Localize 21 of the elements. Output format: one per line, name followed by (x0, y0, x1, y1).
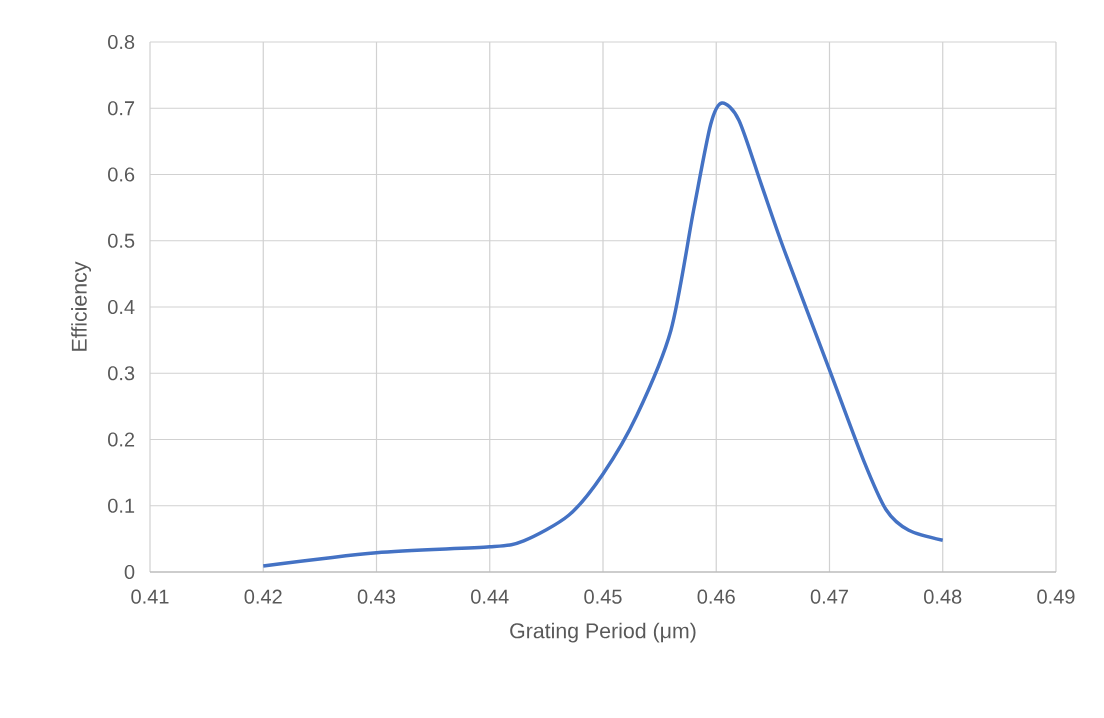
x-tick-label: 0.47 (810, 589, 848, 604)
y-tick-label: 0.8 (108, 34, 135, 50)
y-tick-label: 0 (124, 564, 135, 580)
x-tick-label: 0.46 (697, 589, 735, 604)
x-tick-label: 0.44 (471, 589, 509, 604)
y-tick-label: 0.7 (108, 101, 135, 116)
y-tick-label: 0.6 (108, 167, 135, 182)
y-tick-label: 0.3 (108, 366, 135, 381)
y-tick-label: 0.1 (108, 498, 135, 513)
y-axis-title: Efficiency (71, 261, 92, 351)
x-tick-label: 0.45 (584, 589, 622, 604)
x-tick-label: 0.49 (1037, 589, 1075, 604)
line-series (261, 101, 945, 568)
y-tick-label: 0.5 (108, 233, 135, 248)
x-tick-label: 0.48 (924, 589, 962, 604)
x-tick-label: 0.42 (244, 589, 282, 604)
x-tick-label: 0.41 (131, 589, 169, 604)
x-axis-title: Grating Period (μm) (510, 622, 696, 643)
y-tick-label: 0.2 (108, 432, 135, 447)
x-tick-label: 0.43 (357, 589, 396, 604)
y-tick-label: 0.4 (108, 299, 135, 315)
